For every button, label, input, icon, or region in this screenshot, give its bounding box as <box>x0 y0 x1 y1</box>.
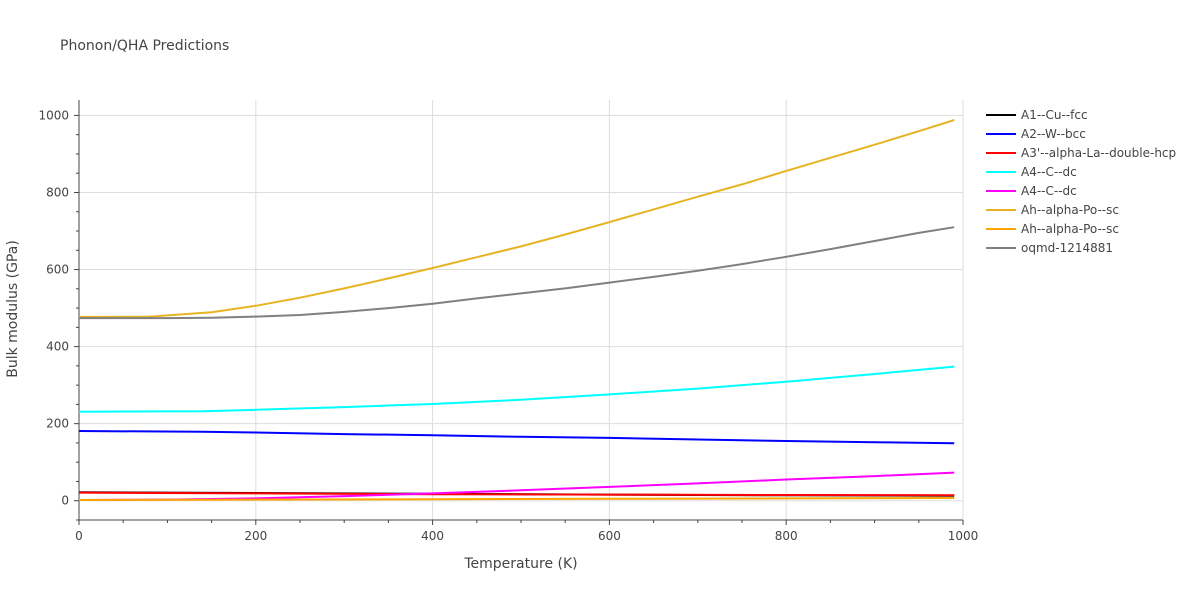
legend: A1--Cu--fcc A2--W--bcc A3'--alpha-La--doub… <box>986 108 1176 255</box>
series-line-6 <box>78 497 955 501</box>
legend-label-2: A3'--alpha-La--double-hcp <box>1021 146 1176 160</box>
x-tick-label: 400 <box>421 529 444 543</box>
x-tick-label: 800 <box>775 529 798 543</box>
y-tick-label: 400 <box>46 340 69 354</box>
x-tick-label: 1000 <box>948 529 979 543</box>
legend-label-7: oqmd-1214881 <box>1021 241 1113 255</box>
y-ticks: 0 200 400 600 800 1000 <box>38 108 79 521</box>
legend-label-4: A4--C--dc <box>1021 184 1077 198</box>
legend-label-6: Ah--alpha-Po--sc <box>1021 222 1119 236</box>
series-lines <box>78 119 955 501</box>
legend-label-3: A4--C--dc <box>1021 165 1077 179</box>
axes <box>78 100 963 521</box>
series-line-3 <box>78 365 955 413</box>
y-tick-label: 1000 <box>38 108 69 122</box>
y-tick-label: 600 <box>46 263 69 277</box>
y-tick-label: 0 <box>61 494 69 508</box>
legend-label-0: A1--Cu--fcc <box>1021 108 1088 122</box>
y-tick-label: 200 <box>46 417 69 431</box>
series-line-5 <box>78 119 955 318</box>
y-tick-label: 800 <box>46 185 69 199</box>
x-tick-label: 600 <box>598 529 621 543</box>
legend-label-1: A2--W--bcc <box>1021 127 1086 141</box>
x-tick-label: 0 <box>75 529 83 543</box>
series-line-2 <box>78 491 955 497</box>
chart-title: Phonon/QHA Predictions <box>60 38 229 54</box>
series-line-7 <box>79 226 955 320</box>
grid <box>79 100 964 520</box>
y-axis-title: Bulk modulus (GPa) <box>5 240 21 378</box>
legend-label-5: Ah--alpha-Po--sc <box>1021 203 1119 217</box>
x-tick-label: 200 <box>244 529 267 543</box>
x-axis-title: Temperature (K) <box>463 556 577 572</box>
series-line-1 <box>78 430 955 445</box>
x-ticks: 0 200 400 600 800 1000 <box>75 520 978 543</box>
